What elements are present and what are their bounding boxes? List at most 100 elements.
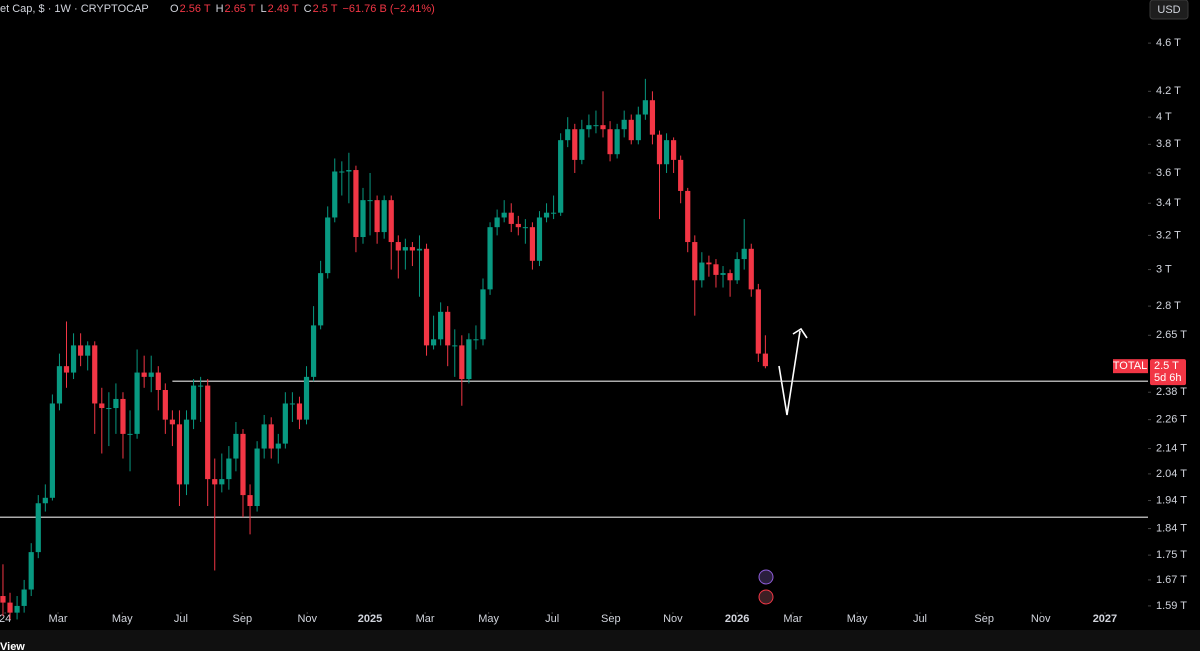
candle-body — [233, 433, 239, 459]
arrow — [778, 330, 801, 416]
candle-body — [416, 248, 423, 251]
y-tick-label: 3.2 T — [1156, 229, 1181, 241]
x-tick-label: May — [112, 613, 133, 625]
candle-body — [586, 125, 592, 130]
currency-button[interactable] — [1149, 0, 1189, 20]
candle-body — [727, 273, 733, 281]
candle-body — [367, 200, 373, 202]
y-tick-label: 3 T — [1156, 263, 1172, 275]
candle-body — [706, 262, 712, 265]
candle-body — [63, 366, 70, 373]
y-tick-label: 2.38 T — [1156, 386, 1187, 398]
candle-body — [748, 248, 754, 290]
candle-body — [106, 408, 112, 410]
y-tick-label: 4.2 T — [1156, 85, 1181, 97]
candle-body — [212, 479, 218, 485]
candle-body — [699, 262, 705, 281]
candle-body — [649, 100, 656, 135]
brand: View — [0, 641, 25, 651]
candle-body — [572, 129, 578, 160]
candle-body — [247, 495, 253, 507]
ohlc-readout: O 2.56 T H 2.65 T L 2.49 T C 2.5 T −61.76 B (−2.… — [170, 3, 435, 15]
x-tick-label: Mar — [416, 613, 435, 625]
candle-body — [529, 227, 536, 261]
candle-body — [310, 325, 317, 377]
ohlc-label: L — [261, 3, 267, 15]
candle-body — [49, 403, 55, 498]
candle-body — [438, 311, 444, 340]
candle-body — [205, 385, 211, 480]
x-tick-label: Sep — [232, 613, 252, 625]
x-tick-label: Jul — [913, 613, 927, 625]
x-tick-label: 2026 — [725, 613, 749, 625]
x-tick-label: Nov — [663, 613, 683, 625]
candle-body — [7, 602, 13, 613]
candle-body — [501, 212, 507, 218]
candle-body — [565, 129, 571, 141]
y-tick-label: 1.75 T — [1156, 549, 1187, 561]
candle-body — [515, 223, 521, 228]
candle-body — [360, 200, 366, 238]
candle-body — [734, 259, 740, 281]
currency[interactable]: USD — [1157, 4, 1180, 16]
candle-body — [402, 247, 408, 251]
candle-body — [762, 353, 768, 367]
y-tick-label: 1.67 T — [1156, 574, 1187, 586]
candle-body — [92, 345, 98, 404]
x-tick-label: Sep — [601, 613, 621, 625]
y-tick-label: 2.14 T — [1156, 442, 1187, 454]
candle-body — [282, 403, 288, 444]
candle-body — [607, 129, 613, 155]
candle-body — [127, 433, 133, 435]
candle-body — [678, 159, 684, 191]
candle-body — [621, 119, 627, 130]
y-tick-label: 3.8 T — [1156, 138, 1181, 150]
candle-body — [388, 200, 394, 243]
candle-body — [430, 339, 437, 346]
ohlc-label: C — [304, 3, 312, 15]
candle-body — [85, 345, 91, 356]
candle-body — [480, 289, 486, 340]
candle-body — [409, 247, 416, 251]
candle-body — [600, 125, 606, 130]
candle-body — [176, 424, 183, 485]
candle-body — [543, 212, 550, 218]
x-tick-label: Nov — [1031, 613, 1051, 625]
x-tick-label: 2025 — [358, 613, 382, 625]
candle-body — [579, 129, 585, 160]
price-tag: 2.5 T — [1154, 360, 1179, 372]
ohlc-label: O — [170, 3, 179, 15]
candle-body — [35, 503, 41, 553]
y-tick-label: 2.04 T — [1156, 468, 1187, 480]
candle-body — [70, 345, 77, 373]
candle-body — [56, 366, 63, 404]
candle-body — [190, 385, 197, 420]
change: −61.76 B (−2.41%) — [342, 3, 434, 15]
countdown: 5d 6h — [1154, 372, 1182, 384]
candle-body — [78, 345, 84, 356]
candle-body — [423, 248, 430, 346]
series-tag-bg — [1113, 359, 1148, 374]
y-tick-label: 2.26 T — [1156, 414, 1187, 426]
event-icon[interactable] — [758, 589, 774, 605]
candle-body — [240, 433, 246, 496]
candle-body — [685, 190, 691, 243]
y-tick-label: 1.94 T — [1156, 494, 1187, 506]
candle-body — [713, 264, 719, 275]
candle-body — [656, 134, 663, 165]
event-icon[interactable] — [758, 569, 774, 585]
ohlc-value: 2.5 T — [313, 3, 338, 15]
candle-body — [169, 419, 175, 425]
candle-body — [473, 339, 479, 341]
x-tick-label: Jul — [174, 613, 188, 625]
x-tick-label: May — [478, 613, 499, 625]
candle-body — [198, 385, 204, 387]
candle-body — [508, 212, 514, 224]
y-tick-label: 1.84 T — [1156, 522, 1187, 534]
y-tick-label: 2.8 T — [1156, 300, 1181, 312]
candle-body — [452, 345, 458, 347]
candle-body — [755, 289, 761, 354]
candle-body — [381, 200, 387, 233]
